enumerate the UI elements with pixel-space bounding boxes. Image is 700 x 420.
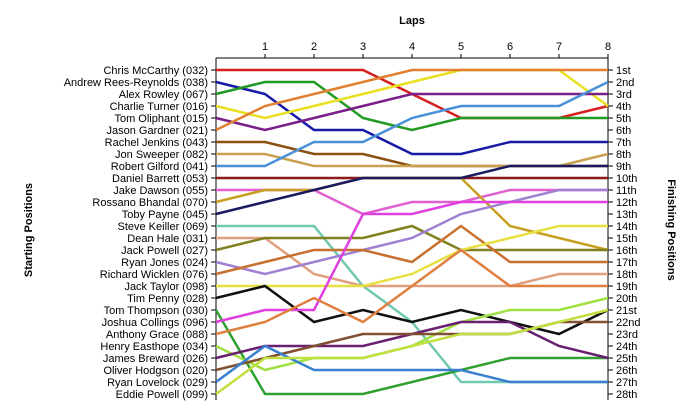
starting-position-label: Anthony Grace (088) <box>106 329 208 341</box>
top-axis-tick-label: 5 <box>458 41 464 53</box>
top-axis-tick-label: 6 <box>507 41 513 53</box>
series-line <box>216 80 609 168</box>
starting-position-label: Rachel Jenkins (043) <box>105 137 208 149</box>
starting-position-label: Eddie Powell (099) <box>116 389 208 401</box>
finishing-position-label: 26th <box>616 365 637 377</box>
starting-position-label: Oliver Hodgson (020) <box>103 365 208 377</box>
series-line <box>215 92 608 132</box>
finishing-position-label: 23rd <box>616 329 638 341</box>
starting-position-label: Jack Powell (027) <box>121 245 208 257</box>
series-line <box>215 284 609 336</box>
starting-position-label: Daniel Barrett (053) <box>112 173 208 185</box>
starting-position-label: James Breward (026) <box>103 353 208 365</box>
finishing-position-label: 5th <box>616 113 631 125</box>
starting-position-label: Richard Wicklen (076) <box>100 269 208 281</box>
finishing-position-label: 3rd <box>616 89 632 101</box>
finishing-position-label: 14th <box>616 221 637 233</box>
finishing-position-label: 9th <box>616 161 631 173</box>
top-axis-tick-label: 2 <box>311 41 317 53</box>
starting-position-label: Alex Rowley (067) <box>119 89 208 101</box>
finishing-position-label: 21st <box>616 305 637 317</box>
starting-position-label: Tom Thompson (030) <box>104 305 208 317</box>
top-axis-tick-label: 4 <box>409 41 415 53</box>
top-axis-tick-label: 8 <box>605 41 611 53</box>
series-line <box>216 224 608 288</box>
finishing-position-label: 17th <box>616 257 637 269</box>
starting-position-label: Andrew Rees-Reynolds (038) <box>64 77 208 89</box>
starting-position-label: Tim Penny (028) <box>127 293 208 305</box>
starting-position-label: Steve Keiller (069) <box>118 221 209 233</box>
finishing-position-label: 15th <box>616 233 637 245</box>
finishing-position-label: 19th <box>616 281 637 293</box>
series-line <box>215 164 608 216</box>
top-axis-tick-label: 1 <box>262 41 268 53</box>
starting-position-label: Robert Gilford (041) <box>111 161 208 173</box>
starting-position-label: Joshua Collings (096) <box>102 317 208 329</box>
starting-position-label: Chris McCarthy (032) <box>103 65 208 77</box>
starting-position-label: Jason Gardner (021) <box>107 125 209 137</box>
starting-position-label: Jake Dawson (055) <box>113 185 208 197</box>
finishing-position-label: 27th <box>616 377 637 389</box>
finishing-position-label: 7th <box>616 137 631 149</box>
finishing-position-label: 6th <box>616 125 631 137</box>
starting-position-label: Dean Hale (031) <box>127 233 208 245</box>
finishing-position-label: 20th <box>616 293 637 305</box>
starting-position-label: Rossano Bhandal (070) <box>92 197 208 209</box>
finishing-position-label: 2nd <box>616 77 634 89</box>
left-axis-label: Starting Positions <box>23 183 35 277</box>
series-line <box>215 344 608 384</box>
top-axis-tick-label: 7 <box>556 41 562 53</box>
starting-position-label: Henry Easthope (034) <box>100 341 208 353</box>
series-line <box>214 309 608 396</box>
starting-position-label: Tom Oliphant (015) <box>114 113 208 125</box>
finishing-position-label: 25th <box>616 353 637 365</box>
finishing-position-label: 10th <box>616 173 637 185</box>
finishing-position-label: 18th <box>616 269 637 281</box>
finishing-position-label: 4th <box>616 101 631 113</box>
finishing-position-label: 16th <box>616 245 637 257</box>
finishing-position-label: 11th <box>616 185 637 197</box>
series-line <box>215 224 608 252</box>
starting-position-label: Ryan Lovelock (029) <box>107 377 208 389</box>
series-line <box>215 248 608 336</box>
series-line <box>215 320 609 360</box>
series-line <box>215 200 608 324</box>
right-axis-label: Finishing Positions <box>665 179 677 280</box>
finishing-position-label: 22nd <box>616 317 640 329</box>
chart-title: Laps <box>399 15 425 27</box>
finishing-position-label: 1st <box>616 65 631 77</box>
series-line <box>215 68 608 132</box>
series-line <box>215 224 608 276</box>
top-axis-tick-label: 3 <box>360 41 366 53</box>
chart-axes: 1 2 3 4 5 6 7 81st2nd3rd4th5th6th7th8th9th10th1… <box>211 41 640 401</box>
series-line <box>215 80 608 132</box>
starting-position-label: Ryan Jones (024) <box>121 257 208 269</box>
series-lines <box>214 68 609 396</box>
starting-position-label: Charlie Turner (016) <box>110 101 208 113</box>
starting-position-label: Jon Sweeper (082) <box>115 149 208 161</box>
finishing-position-label: 24th <box>616 341 637 353</box>
finishing-position-label: 12th <box>616 197 637 209</box>
series-labels: Chris McCarthy (032)Andrew Rees-Reynolds… <box>64 65 208 401</box>
chart-title-group: Laps Starting Positions Finishing Positi… <box>23 15 677 281</box>
series-line <box>215 308 609 396</box>
finishing-position-label: 28th <box>616 389 637 401</box>
starting-position-label: Toby Payne (045) <box>122 209 208 221</box>
series-line <box>215 188 608 276</box>
finishing-position-label: 8th <box>616 149 631 161</box>
series-line <box>215 80 608 156</box>
starting-position-label: Jack Taylor (098) <box>124 281 208 293</box>
finishing-position-label: 13th <box>616 209 637 221</box>
